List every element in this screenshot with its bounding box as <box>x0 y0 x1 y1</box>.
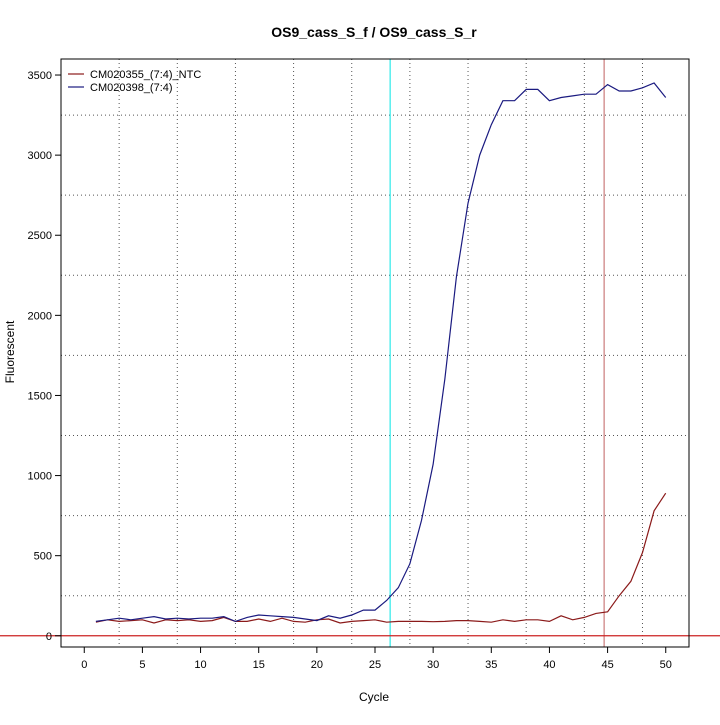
y-tick-label: 500 <box>34 551 52 563</box>
x-tick-label: 0 <box>81 659 87 671</box>
x-tick-label: 20 <box>311 659 323 671</box>
plot-frame <box>60 58 690 648</box>
x-axis: 0 5 10 15 20 25 30 35 40 45 50 <box>81 647 672 671</box>
series-line-1 <box>95 492 667 624</box>
legend-label: CM020398_(7:4) <box>90 82 173 94</box>
y-tick-label: 0 <box>46 631 52 643</box>
series-lines <box>95 82 667 624</box>
x-tick-label: 25 <box>369 659 381 671</box>
y-tick-label: 1500 <box>28 390 52 402</box>
y-tick-label: 2000 <box>28 310 52 322</box>
x-tick-label: 45 <box>601 659 613 671</box>
legend-label: CM020355_(7:4)_NTC <box>90 69 201 81</box>
y-tick-label: 2500 <box>28 230 52 242</box>
y-axis: 0 500 1000 1500 2000 2500 3000 3500 <box>28 70 61 643</box>
y-tick-label: 3500 <box>28 70 52 82</box>
y-tick-label: 1000 <box>28 471 52 483</box>
x-tick-label: 30 <box>427 659 439 671</box>
x-tick-label: 5 <box>139 659 145 671</box>
y-tick-label: 3000 <box>28 150 52 162</box>
x-tick-label: 50 <box>660 659 672 671</box>
x-tick-label: 35 <box>485 659 497 671</box>
x-tick-label: 10 <box>194 659 206 671</box>
x-tick-label: 40 <box>543 659 555 671</box>
chart-title: OS9_cass_S_f / OS9_cass_S_r <box>271 24 477 40</box>
y-axis-label: Fluorescent <box>3 320 17 383</box>
vertical-markers <box>389 59 605 647</box>
grid <box>61 59 689 647</box>
series-line-2 <box>95 82 667 623</box>
x-tick-label: 15 <box>253 659 265 671</box>
x-axis-label: Cycle <box>359 690 389 704</box>
